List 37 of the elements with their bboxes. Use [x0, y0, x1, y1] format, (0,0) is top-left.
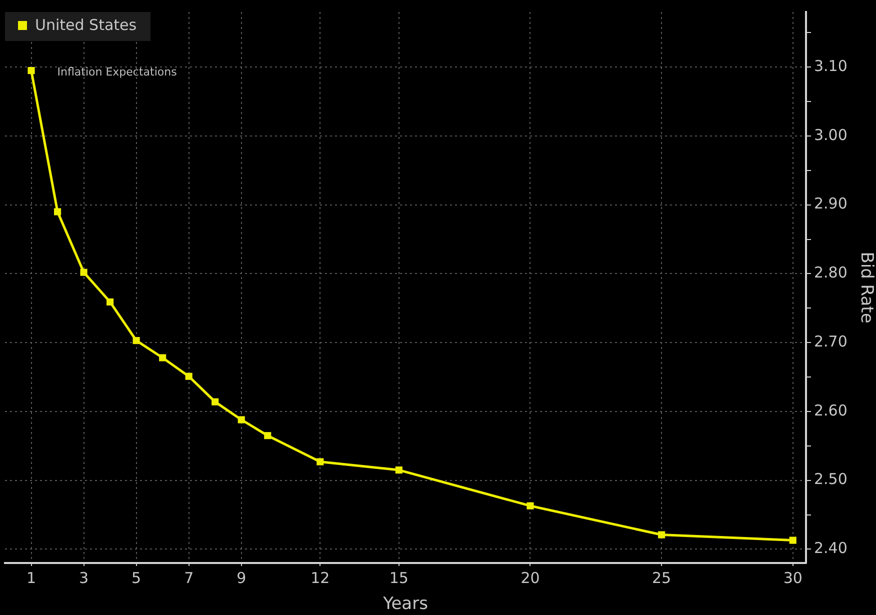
y-tick-label: 2.60 — [814, 401, 848, 420]
x-tick-label: 1 — [26, 568, 36, 587]
point — [159, 354, 166, 362]
y-axis-title: Bid Rate — [856, 252, 876, 324]
point — [238, 416, 245, 424]
point — [106, 298, 114, 306]
y-tick-label: 2.90 — [814, 194, 848, 213]
x-tick-label: 7 — [184, 568, 194, 587]
y-tick-label: 2.50 — [814, 470, 848, 488]
y-tick-label: 2.40 — [814, 539, 848, 558]
x-tick-label: 30 — [783, 568, 802, 587]
point — [185, 372, 192, 380]
y-tick-label: 3.10 — [814, 56, 848, 75]
point — [80, 268, 88, 276]
point — [658, 531, 666, 538]
x-tick-label: 12 — [310, 568, 330, 587]
point — [526, 502, 534, 510]
x-tick-label: 15 — [389, 568, 408, 587]
point — [395, 466, 402, 474]
point — [316, 458, 324, 466]
x-tick-label: 3 — [79, 568, 89, 587]
point — [212, 398, 219, 406]
point — [132, 337, 140, 344]
x-tick-label: 9 — [236, 568, 246, 587]
point — [54, 208, 62, 216]
y-tick-label: 2.80 — [814, 264, 848, 282]
point — [28, 67, 35, 74]
annotation: Inflation Expectations — [57, 65, 178, 78]
x-tick-label: 20 — [520, 568, 540, 587]
point — [264, 432, 272, 440]
point — [789, 536, 796, 544]
y-tick-label: 3.00 — [814, 126, 848, 144]
x-axis-title: Years — [382, 594, 428, 614]
x-tick-label: 5 — [132, 568, 142, 587]
legend-label: United States — [35, 16, 137, 34]
y-tick-label: 2.70 — [814, 332, 848, 350]
x-tick-label: 25 — [652, 568, 672, 587]
